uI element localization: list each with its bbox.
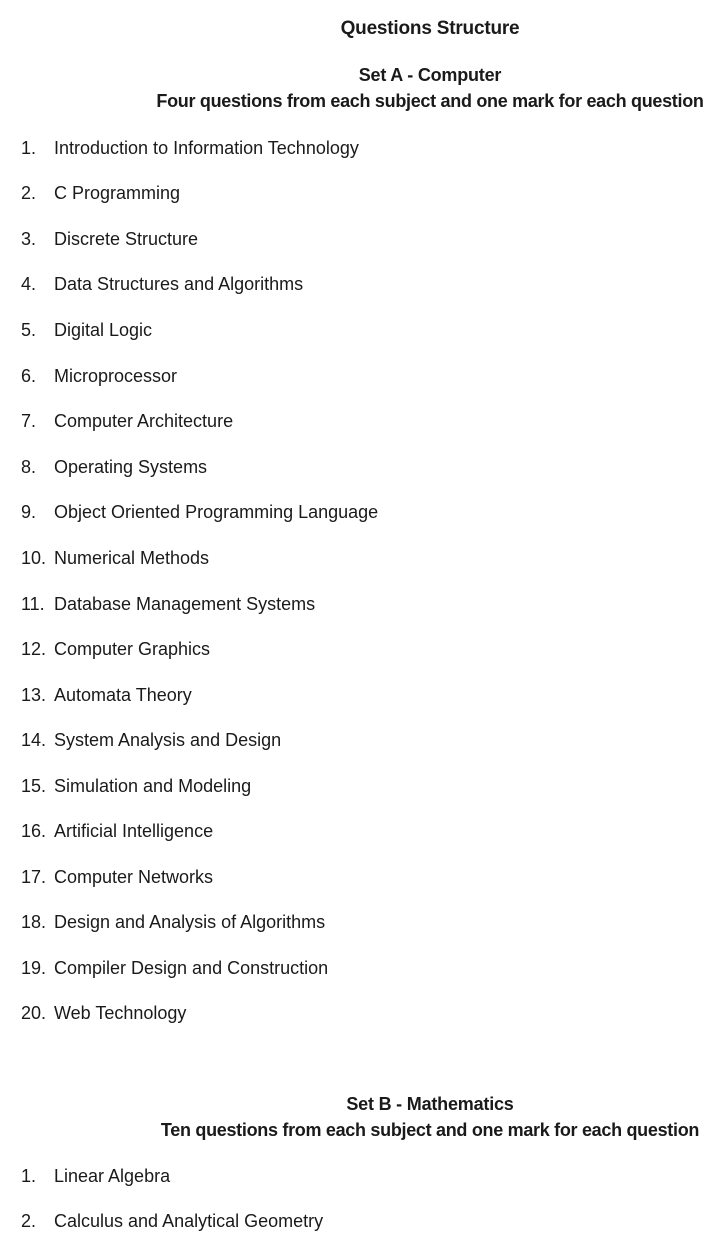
- item-number: 15.: [21, 776, 47, 796]
- subject-name: Introduction to Information Technology: [54, 138, 359, 158]
- item-number: 7.: [21, 411, 37, 431]
- list-item: 13. Automata Theory: [21, 684, 192, 706]
- list-item: 17. Computer Networks: [21, 866, 213, 888]
- subject-name: Data Structures and Algorithms: [54, 274, 304, 294]
- list-item: 3. Discrete Structure: [21, 228, 198, 250]
- list-item: 5. Digital Logic: [21, 319, 152, 341]
- set-a-heading: Set A - Computer: [358, 65, 502, 85]
- subject-name: Numerical Methods: [54, 548, 210, 568]
- subject-name: Calculus and Analytical Geometry: [54, 1211, 324, 1231]
- list-item: 2. C Programming: [21, 182, 180, 204]
- subject-name: Computer Graphics: [54, 639, 211, 659]
- subject-name: Discrete Structure: [54, 229, 199, 249]
- item-number: 11.: [21, 594, 45, 614]
- item-number: 14.: [21, 730, 47, 750]
- list-item: 8. Operating Systems: [21, 456, 207, 478]
- item-number: 1.: [21, 1166, 37, 1186]
- subject-name: Automata Theory: [54, 685, 192, 705]
- item-number: 5.: [21, 320, 37, 340]
- list-item: 15. Simulation and Modeling: [21, 775, 251, 797]
- item-number: 18.: [21, 912, 47, 932]
- list-item: 20. Web Technology: [21, 1002, 186, 1024]
- set-a-subheading: Four questions from each subject and one…: [156, 91, 704, 111]
- subject-name: Computer Networks: [54, 867, 214, 887]
- item-number: 13.: [21, 685, 47, 705]
- list-item: 10. Numerical Methods: [21, 547, 209, 569]
- set-b-heading: Set B - Mathematics: [346, 1094, 514, 1114]
- subject-name: Microprocessor: [54, 366, 178, 386]
- item-number: 12.: [21, 639, 47, 659]
- subject-name: Object Oriented Programming Language: [54, 502, 379, 522]
- subject-name: Web Technology: [54, 1003, 187, 1023]
- subject-name: Simulation and Modeling: [54, 776, 252, 796]
- item-number: 19.: [21, 958, 47, 978]
- subject-name: C Programming: [54, 183, 181, 203]
- set-b-subheading: Ten questions from each subject and one …: [160, 1120, 700, 1140]
- list-item: 1. Linear Algebra: [21, 1165, 170, 1187]
- document-title: Questions Structure: [340, 18, 520, 39]
- list-item: 16. Artificial Intelligence: [21, 820, 213, 842]
- item-number: 6.: [21, 366, 37, 386]
- item-number: 1.: [21, 138, 37, 158]
- item-number: 10.: [21, 548, 47, 568]
- list-item: 1. Introduction to Information Technology: [21, 137, 359, 159]
- subject-name: Linear Algebra: [54, 1166, 171, 1186]
- list-item: 19. Compiler Design and Construction: [21, 957, 328, 979]
- subject-name: Digital Logic: [54, 320, 153, 340]
- subject-name: Design and Analysis of Algorithms: [54, 912, 326, 932]
- list-item: 6. Microprocessor: [21, 365, 177, 387]
- subject-name: Operating Systems: [54, 457, 208, 477]
- item-number: 9.: [21, 502, 37, 522]
- list-item: 9. Object Oriented Programming Language: [21, 501, 378, 523]
- item-number: 3.: [21, 229, 37, 249]
- list-item: 2. Calculus and Analytical Geometry: [21, 1210, 323, 1232]
- item-number: 17.: [21, 867, 47, 887]
- item-number: 2.: [21, 183, 37, 203]
- list-item: 18. Design and Analysis of Algorithms: [21, 911, 325, 933]
- item-number: 8.: [21, 457, 37, 477]
- list-item: 11. Database Management Systems: [21, 593, 315, 615]
- subject-name: Compiler Design and Construction: [54, 958, 329, 978]
- list-item: 7. Computer Architecture: [21, 410, 233, 432]
- subject-name: Database Management Systems: [54, 594, 316, 614]
- list-item: 12. Computer Graphics: [21, 638, 210, 660]
- subject-name: Computer Architecture: [54, 411, 234, 431]
- subject-name: Artificial Intelligence: [54, 821, 214, 841]
- list-item: 14. System Analysis and Design: [21, 729, 281, 751]
- subject-name: System Analysis and Design: [54, 730, 282, 750]
- item-number: 2.: [21, 1211, 37, 1231]
- list-item: 4. Data Structures and Algorithms: [21, 273, 303, 295]
- item-number: 4.: [21, 274, 37, 294]
- item-number: 16.: [21, 821, 47, 841]
- item-number: 20.: [21, 1003, 47, 1023]
